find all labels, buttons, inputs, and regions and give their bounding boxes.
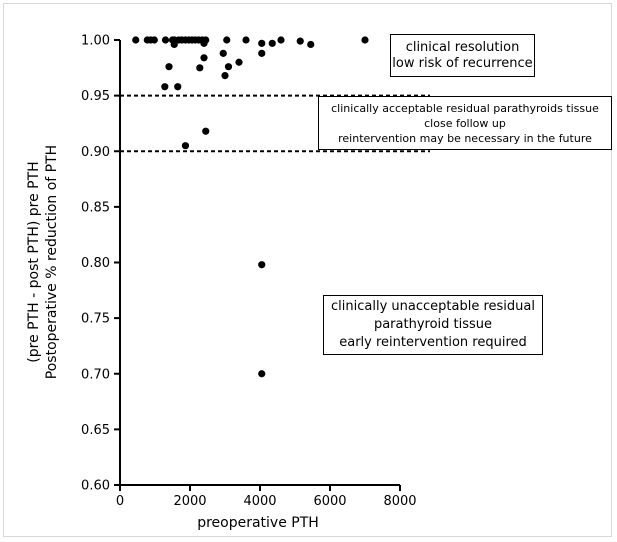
y-tick-label: 0.60 <box>81 479 110 494</box>
data-point <box>132 36 140 44</box>
annotation-line: close follow up <box>424 116 506 130</box>
y-tick-label: 0.65 <box>81 423 110 438</box>
y-tick-label: 0.75 <box>81 312 110 327</box>
annotation-unacceptable-residual: clinically unacceptable residual parathy… <box>323 295 543 355</box>
y-tick-label: 0.70 <box>81 367 110 382</box>
data-point <box>258 370 266 378</box>
data-point <box>161 36 170 44</box>
data-point <box>258 261 266 269</box>
annotation-line: early reintervention required <box>339 335 527 350</box>
data-point <box>170 40 178 49</box>
data-point <box>196 64 204 72</box>
y-tick-label: 0.90 <box>81 145 110 160</box>
x-tick-label: 6000 <box>313 494 346 509</box>
annotation-clinical-resolution: clinical resolution low risk of recurren… <box>390 34 535 77</box>
data-point <box>224 63 233 71</box>
data-point <box>277 36 285 44</box>
data-point <box>181 142 190 150</box>
data-point <box>219 49 227 57</box>
x-tick-label: 2000 <box>173 494 206 509</box>
y-tick-label: 0.95 <box>81 89 110 104</box>
figure-frame <box>3 3 612 537</box>
annotation-line: parathyroid tissue <box>373 317 493 332</box>
annotation-line: clinically acceptable residual parathyro… <box>331 101 599 115</box>
data-point <box>307 40 315 49</box>
data-point <box>242 36 250 44</box>
data-point <box>258 39 266 47</box>
x-axis-label: preoperative PTH <box>197 515 319 531</box>
x-tick-label: 4000 <box>243 494 276 509</box>
data-point <box>268 39 276 47</box>
annotation-line: low risk of recurrence <box>392 55 533 71</box>
data-point <box>161 83 169 91</box>
data-point <box>223 36 231 44</box>
data-point <box>202 127 210 135</box>
data-point <box>165 63 173 71</box>
x-tick-label: 0 <box>116 494 124 509</box>
data-point <box>150 36 158 44</box>
y-tick-label: 1.00 <box>81 34 110 49</box>
data-point <box>258 49 266 57</box>
data-point <box>221 72 229 80</box>
y-tick-label: 0.80 <box>81 256 110 271</box>
annotation-acceptable-residual: clinically acceptable residual parathyro… <box>318 96 612 150</box>
data-point <box>361 36 369 44</box>
y-axis-label-line2: Postoperative % reduction of PTH <box>44 145 60 379</box>
annotation-line: clinical resolution <box>405 39 520 55</box>
data-point <box>200 54 208 62</box>
data-point <box>174 83 182 91</box>
annotation-line: reintervention may be necessary in the f… <box>338 131 592 145</box>
annotation-line: clinically unacceptable residual <box>331 299 535 314</box>
data-point <box>296 37 304 45</box>
data-point <box>200 39 208 47</box>
y-tick-label: 0.85 <box>81 200 110 215</box>
data-point <box>235 58 243 66</box>
x-tick-label: 8000 <box>383 494 416 509</box>
y-axis-label-line1: (pre PTH - post PTH) pre PTH <box>26 161 42 362</box>
